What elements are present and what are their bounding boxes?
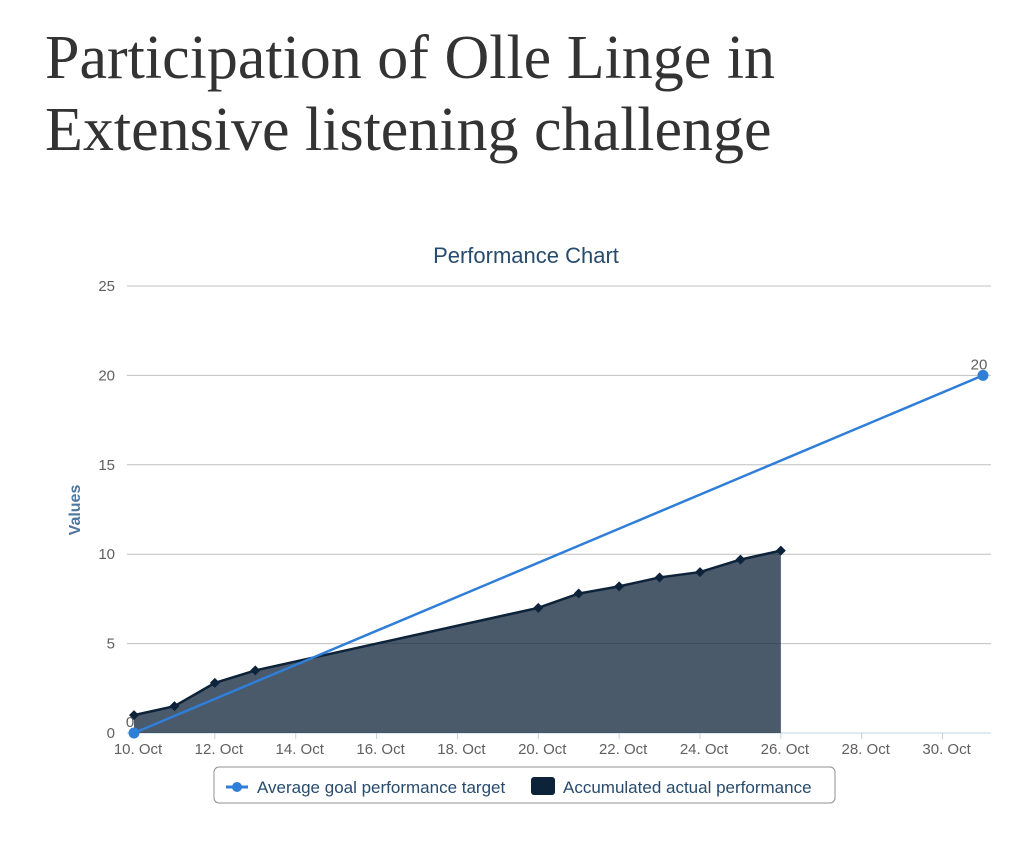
y-tick-label: 0 <box>107 725 115 742</box>
x-tick-label: 14. Oct <box>276 741 325 758</box>
y-tick-label: 15 <box>98 457 115 474</box>
actual-point-marker <box>169 701 180 712</box>
legend-goal-marker-icon <box>232 782 242 792</box>
x-axis-ticks: 10. Oct 12. Oct 14. Oct 16. Oct 18. Oct 20. O… <box>114 733 972 758</box>
actual-point-marker <box>250 665 261 676</box>
actual-point-marker <box>654 572 665 583</box>
y-tick-label: 20 <box>98 367 115 384</box>
y-axis-title: Values <box>67 485 84 536</box>
legend: Average goal performance target Accumula… <box>213 766 836 804</box>
legend-goal-label: Average goal performance target <box>257 778 506 797</box>
x-tick-label: 22. Oct <box>599 741 648 758</box>
actual-point-marker <box>129 710 139 721</box>
x-tick-label: 10. Oct <box>114 741 163 758</box>
x-tick-label: 24. Oct <box>680 741 729 758</box>
performance-chart: Performance Chart Values 0 5 10 15 20 25 10. … <box>67 243 991 804</box>
legend-actual-label: Accumulated actual performance <box>563 778 812 797</box>
legend-item-goal[interactable]: Average goal performance target <box>226 778 506 797</box>
y-axis-ticks: 0 5 10 15 20 25 <box>98 278 115 742</box>
x-tick-label: 30. Oct <box>922 741 971 758</box>
actual-point-marker <box>614 581 625 592</box>
x-tick-label: 12. Oct <box>195 741 244 758</box>
x-tick-label: 20. Oct <box>518 741 567 758</box>
legend-actual-swatch-icon <box>531 777 555 795</box>
legend-item-actual[interactable]: Accumulated actual performance <box>531 777 812 797</box>
y-tick-label: 5 <box>107 636 115 653</box>
x-tick-label: 16. Oct <box>356 741 405 758</box>
actual-point-marker <box>533 602 544 613</box>
actual-point-marker <box>695 567 705 578</box>
goal-series-line <box>133 374 984 735</box>
actual-point-marker <box>775 545 786 556</box>
page-title: Participation of Olle Linge in Extensive… <box>45 24 776 164</box>
actual-point-marker <box>573 588 584 599</box>
goal-data-label: 0 <box>126 714 134 731</box>
goal-point-marker <box>128 727 140 739</box>
x-tick-label: 18. Oct <box>437 741 486 758</box>
series-layer: 0 20 <box>126 356 989 739</box>
chart-title: Performance Chart <box>433 243 619 268</box>
legend-box <box>213 766 836 804</box>
goal-point-marker <box>977 369 989 381</box>
actual-point-marker <box>209 677 220 688</box>
actual-point-marker <box>735 554 746 565</box>
goal-data-label: 20 <box>971 356 988 373</box>
y-tick-label: 25 <box>98 278 115 295</box>
x-tick-label: 28. Oct <box>842 741 891 758</box>
x-tick-label: 26. Oct <box>761 741 810 758</box>
y-tick-label: 10 <box>98 546 115 563</box>
actual-area-fill <box>134 550 781 733</box>
